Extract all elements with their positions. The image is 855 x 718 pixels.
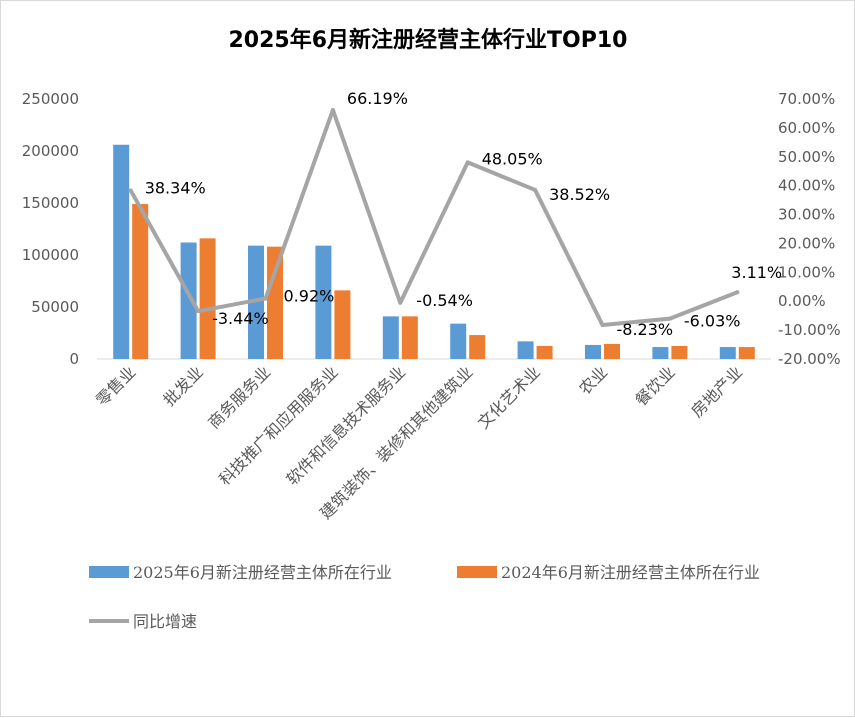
y-right-tick-label: 60.00% <box>778 119 835 137</box>
y-right-tick-label: 50.00% <box>778 148 835 166</box>
growth-data-label: 38.52% <box>549 185 610 204</box>
bar-2025 <box>180 242 197 359</box>
legend-label: 2025年6月新注册经营主体所在行业 <box>133 563 392 582</box>
category-label: 零售业 <box>92 362 139 409</box>
y-left-tick-label: 200000 <box>22 142 79 160</box>
bar-2025 <box>450 323 467 359</box>
growth-point <box>600 322 605 327</box>
y-axis-right: -20.00% -10.00% 0.00% 10.00% 20.00% 30.00% 40.… <box>778 90 841 368</box>
growth-data-label: -3.44% <box>212 309 269 328</box>
growth-data-label: 0.92% <box>284 287 335 306</box>
y-axis-left: 0 50000 100000 150000 200000 250000 <box>22 90 79 368</box>
growth-point <box>330 108 335 113</box>
y-right-tick-label: 40.00% <box>778 177 835 195</box>
growth-line <box>128 108 740 327</box>
growth-point <box>196 309 201 314</box>
y-left-tick-label: 250000 <box>22 90 79 108</box>
growth-point <box>533 187 538 192</box>
legend-swatch <box>457 566 497 578</box>
growth-data-label: 48.05% <box>482 149 543 168</box>
bar-2024 <box>536 346 553 359</box>
legend-label: 2024年6月新注册经营主体所在行业 <box>501 563 760 582</box>
y-right-tick-label: -10.00% <box>778 321 841 339</box>
legend-swatch <box>89 566 129 578</box>
bar-2024 <box>604 343 620 359</box>
bar-2025 <box>719 347 736 359</box>
bar-2024 <box>738 347 755 359</box>
growth-data-label: 38.34% <box>145 178 206 197</box>
category-label: 文化艺术业 <box>474 362 544 432</box>
category-label: 农业 <box>575 362 611 398</box>
growth-point <box>398 300 403 305</box>
growth-point <box>465 160 470 165</box>
growth-point <box>263 296 268 301</box>
bar-2024 <box>267 246 283 359</box>
y-left-tick-label: 100000 <box>22 246 79 264</box>
category-label: 房地产业 <box>687 362 746 421</box>
growth-point <box>128 188 133 193</box>
category-label: 软件和信息技术服务业 <box>283 362 410 489</box>
legend-label: 同比增速 <box>133 612 197 631</box>
category-labels: 零售业 批发业商务服务业科技推广和应用服务业软件和信息技术服务业建筑装饰、装修和其… <box>92 362 746 523</box>
bar-2025 <box>113 144 130 359</box>
bar-2024 <box>132 204 149 359</box>
bar-2025 <box>652 347 669 359</box>
growth-data-label: 3.11% <box>731 263 782 282</box>
y-right-tick-label: 70.00% <box>778 90 835 108</box>
category-label: 商务服务业 <box>204 362 274 432</box>
bar-2024 <box>401 316 418 359</box>
y-right-tick-label: 0.00% <box>778 292 826 310</box>
y-left-tick-label: 0 <box>69 350 79 368</box>
bar-2025 <box>382 316 399 359</box>
category-label: 科技推广和应用服务业 <box>215 362 342 489</box>
growth-data-label: 66.19% <box>347 89 408 108</box>
data-labels-group: 38.34% -3.44% 0.92% 66.19% -0.54% 48.05% 38.52… <box>145 89 782 339</box>
y-right-tick-label: 20.00% <box>778 234 835 252</box>
category-label: 批发业 <box>160 362 207 409</box>
growth-data-label: -0.54% <box>416 291 473 310</box>
y-left-tick-label: 50000 <box>31 298 79 316</box>
bar-2024 <box>199 238 216 359</box>
growth-point <box>735 290 740 295</box>
bars-group <box>113 144 755 359</box>
y-right-tick-label: 10.00% <box>778 263 835 281</box>
category-label: 餐饮业 <box>631 362 678 409</box>
bar-2024 <box>469 335 486 359</box>
line-series-group <box>128 108 740 327</box>
y-left-tick-label: 150000 <box>22 194 79 212</box>
growth-data-label: -8.23% <box>617 320 674 339</box>
growth-point <box>667 316 672 321</box>
bar-2025 <box>315 245 332 359</box>
growth-data-label: -6.03% <box>684 312 741 331</box>
chart-title: 2025年6月新注册经营主体行业TOP10 <box>229 27 628 53</box>
bar-2024 <box>671 346 688 359</box>
bar-2024 <box>334 290 351 359</box>
bar-2025 <box>585 344 601 359</box>
y-right-tick-label: -20.00% <box>778 350 841 368</box>
y-right-tick-label: 30.00% <box>778 206 835 224</box>
bar-2025 <box>517 341 534 359</box>
